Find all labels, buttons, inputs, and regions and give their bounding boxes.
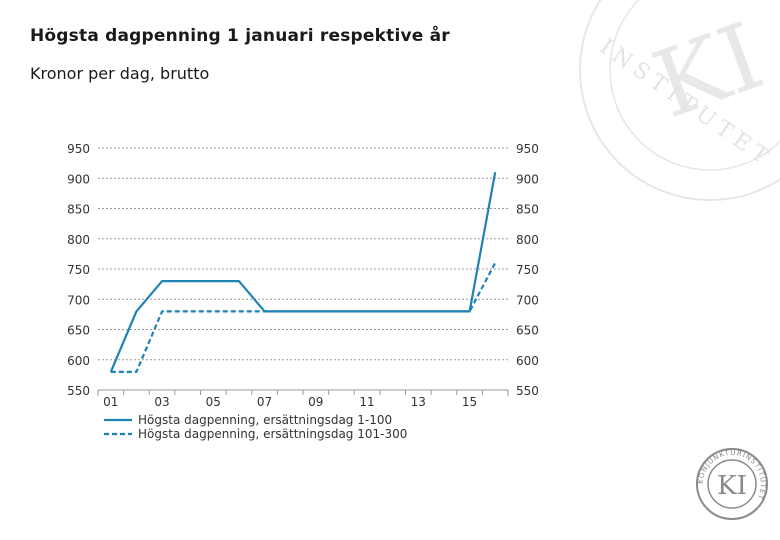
watermark-seal: KI INSTITUTET bbox=[579, 0, 780, 201]
grid-lines bbox=[97, 147, 509, 396]
y-tick-label-left: 550 bbox=[67, 384, 90, 398]
x-tick-label: 11 bbox=[359, 395, 374, 409]
series-line-dag-1-100 bbox=[109, 172, 497, 373]
legend-label: Högsta dagpenning, ersättningsdag 101-30… bbox=[138, 427, 407, 441]
legend-label: Högsta dagpenning, ersättningsdag 1-100 bbox=[138, 413, 392, 427]
x-tick-label: 07 bbox=[257, 395, 272, 409]
y-tick-label-right: 950 bbox=[516, 142, 539, 156]
logo-letters: KI bbox=[717, 471, 747, 501]
y-tick-label-left: 900 bbox=[67, 172, 90, 186]
y-tick-label-right: 850 bbox=[516, 203, 539, 217]
x-tick-label: 01 bbox=[103, 395, 118, 409]
y-tick-label-left: 800 bbox=[67, 233, 90, 247]
x-tick-label: 15 bbox=[462, 395, 477, 409]
konjunkturinstitutet-logo: KONJUNKTURINSTITUTET KI bbox=[696, 448, 768, 520]
y-tick-label-right: 750 bbox=[516, 263, 539, 277]
x-tick-label: 09 bbox=[308, 395, 323, 409]
page-subtitle: Kronor per dag, brutto bbox=[30, 64, 210, 83]
y-tick-label-right: 700 bbox=[516, 293, 539, 307]
x-tick-label: 05 bbox=[206, 395, 221, 409]
y-tick-label-right: 550 bbox=[516, 384, 539, 398]
y-tick-label-left: 750 bbox=[67, 263, 90, 277]
y-tick-label-left: 850 bbox=[67, 203, 90, 217]
y-axis-left: 550 600 650 700 750 800 850 900 950 bbox=[67, 142, 90, 398]
y-tick-label-left: 700 bbox=[67, 293, 90, 307]
y-tick-label-left: 600 bbox=[67, 354, 90, 368]
x-tick-label: 13 bbox=[411, 395, 426, 409]
y-tick-label-right: 800 bbox=[516, 233, 539, 247]
x-axis: 01 03 05 07 09 11 13 15 bbox=[103, 390, 483, 409]
y-tick-label-right: 650 bbox=[516, 324, 539, 338]
y-tick-label-right: 600 bbox=[516, 354, 539, 368]
legend: Högsta dagpenning, ersättningsdag 1-100H… bbox=[104, 413, 407, 441]
series-lines bbox=[109, 172, 497, 373]
y-tick-label-left: 650 bbox=[67, 324, 90, 338]
x-tick-label: 03 bbox=[154, 395, 169, 409]
page-title: Högsta dagpenning 1 januari respektive å… bbox=[30, 26, 450, 46]
y-tick-label-right: 900 bbox=[516, 172, 539, 186]
series-line-dag-101-300 bbox=[110, 262, 497, 373]
y-axis-right: 550 600 650 700 750 800 850 900 950 bbox=[516, 142, 539, 398]
y-tick-label-left: 950 bbox=[67, 142, 90, 156]
